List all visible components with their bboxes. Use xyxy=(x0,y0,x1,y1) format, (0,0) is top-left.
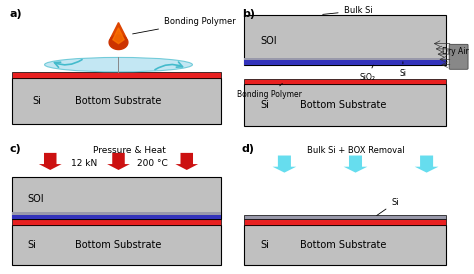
Bar xyxy=(11,177,221,219)
FancyArrow shape xyxy=(175,153,198,170)
Polygon shape xyxy=(113,28,124,44)
Bar xyxy=(11,212,221,215)
Text: Si: Si xyxy=(377,198,399,215)
Text: Si: Si xyxy=(27,240,36,250)
Polygon shape xyxy=(110,22,127,42)
Polygon shape xyxy=(109,35,128,50)
Text: 200 °C: 200 °C xyxy=(137,159,168,168)
Text: a): a) xyxy=(9,9,22,19)
Text: Bonding Polymer: Bonding Polymer xyxy=(237,84,302,99)
Text: Si: Si xyxy=(400,62,406,78)
Bar xyxy=(244,219,446,225)
Text: SiO₂: SiO₂ xyxy=(359,65,375,82)
Bar xyxy=(244,61,446,65)
Text: Bonding Polymer: Bonding Polymer xyxy=(133,17,236,34)
FancyArrow shape xyxy=(107,153,130,170)
Bar xyxy=(11,78,221,124)
Text: Si: Si xyxy=(261,240,270,250)
FancyBboxPatch shape xyxy=(449,44,468,69)
Bar xyxy=(244,79,446,84)
Bar xyxy=(244,15,446,65)
Text: Pressure & Heat: Pressure & Heat xyxy=(93,146,166,155)
Text: Bottom Substrate: Bottom Substrate xyxy=(301,240,387,250)
Bar xyxy=(244,215,446,219)
Text: Bottom Substrate: Bottom Substrate xyxy=(75,240,162,250)
Bar xyxy=(244,225,446,265)
Bar xyxy=(244,58,446,61)
FancyArrow shape xyxy=(273,156,296,173)
Bar xyxy=(11,72,221,78)
Text: Bottom Substrate: Bottom Substrate xyxy=(75,96,162,106)
Text: Si: Si xyxy=(261,101,270,110)
Bar xyxy=(11,225,221,265)
Text: b): b) xyxy=(242,9,255,19)
FancyArrow shape xyxy=(344,156,367,173)
Bar xyxy=(244,84,446,127)
Ellipse shape xyxy=(45,58,192,72)
Text: 12 kN: 12 kN xyxy=(71,159,98,168)
Text: Bulk Si + BOX Removal: Bulk Si + BOX Removal xyxy=(307,146,404,155)
Bar xyxy=(11,219,221,225)
Text: Bottom Substrate: Bottom Substrate xyxy=(301,101,387,110)
Text: Si: Si xyxy=(32,96,41,106)
Bar xyxy=(11,215,221,219)
Text: d): d) xyxy=(242,144,255,154)
Text: c): c) xyxy=(9,144,21,154)
Text: Bulk Si: Bulk Si xyxy=(323,6,373,15)
Text: Dry Air: Dry Air xyxy=(442,47,468,56)
FancyArrow shape xyxy=(39,153,62,170)
FancyArrow shape xyxy=(415,156,438,173)
Text: SOI: SOI xyxy=(27,194,44,204)
Text: SOI: SOI xyxy=(261,36,277,46)
